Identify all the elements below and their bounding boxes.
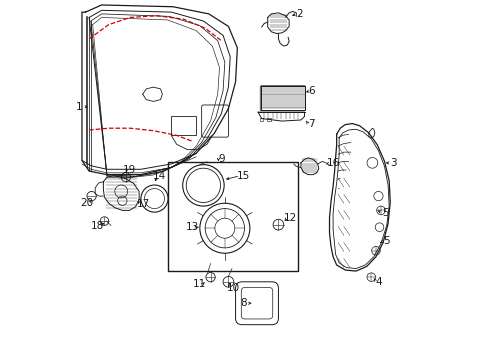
Text: 11: 11	[193, 279, 206, 289]
Bar	[266, 118, 270, 121]
Bar	[259, 118, 263, 121]
Text: 6: 6	[308, 86, 314, 96]
Text: 5: 5	[383, 237, 389, 247]
Text: 10: 10	[226, 283, 239, 293]
Text: 12: 12	[283, 212, 296, 222]
Text: 15: 15	[237, 171, 250, 181]
Text: 19: 19	[122, 165, 136, 175]
Text: 3: 3	[390, 158, 396, 168]
Bar	[260, 86, 305, 111]
Text: 8: 8	[240, 298, 246, 308]
Text: 4: 4	[374, 277, 381, 287]
Text: 20: 20	[80, 198, 93, 208]
Text: 5: 5	[382, 208, 388, 218]
Text: 18: 18	[90, 221, 104, 231]
Text: 16: 16	[326, 158, 339, 168]
Bar	[167, 162, 298, 271]
Text: 1: 1	[76, 102, 82, 112]
Text: 14: 14	[153, 171, 166, 181]
Bar	[171, 116, 196, 135]
Text: 17: 17	[137, 199, 150, 209]
Text: 13: 13	[186, 222, 199, 232]
Text: 7: 7	[308, 118, 314, 129]
Text: 2: 2	[296, 9, 303, 19]
Text: 9: 9	[218, 154, 224, 164]
